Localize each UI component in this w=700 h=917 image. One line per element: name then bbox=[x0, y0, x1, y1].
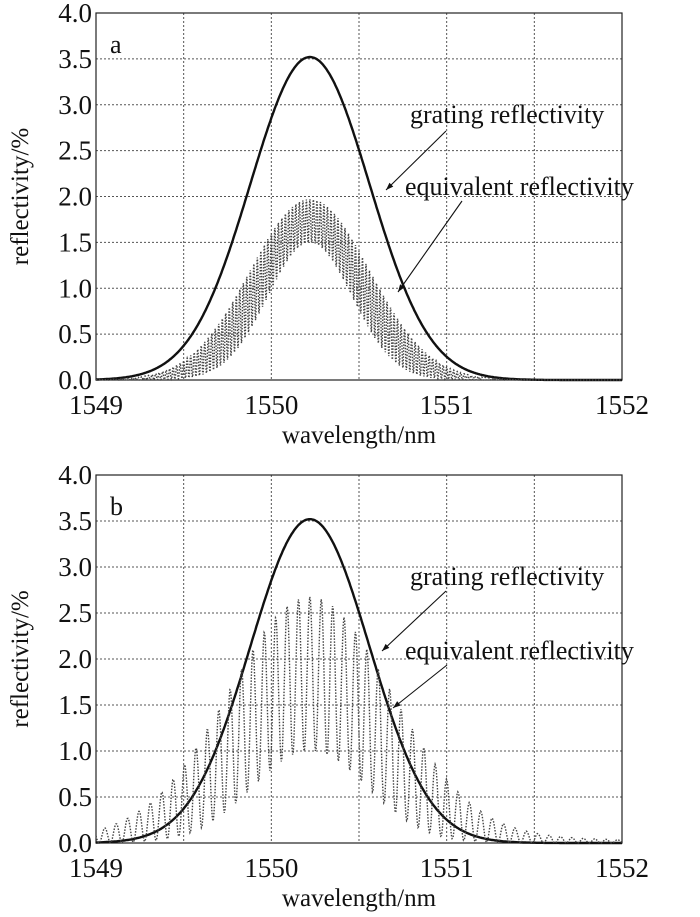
x-tick-label: 1552 bbox=[595, 853, 649, 883]
x-tick-label: 1551 bbox=[420, 853, 474, 883]
y-tick-label: 3.5 bbox=[58, 44, 92, 74]
y-tick-label: 1.5 bbox=[58, 690, 92, 720]
x-axis-label: wavelength/nm bbox=[282, 885, 437, 912]
y-tick-label: 1.0 bbox=[58, 273, 92, 303]
annotation-arrow bbox=[381, 590, 447, 652]
annotation-arrow bbox=[385, 130, 447, 191]
y-tick-label: 3.0 bbox=[58, 552, 92, 582]
x-tick-label: 1552 bbox=[595, 390, 649, 420]
arrowhead-icon bbox=[382, 643, 390, 651]
plot-frame bbox=[95, 474, 623, 844]
panel-a: 0.0 0.5 1.0 1.5 2.0 2.5 3.0 3.5 4.0 1549 1550 1551 1… bbox=[7, 0, 649, 449]
arrowhead-icon bbox=[398, 284, 405, 292]
y-tick-label: 4.0 bbox=[58, 0, 92, 28]
y-tick-label: 0.5 bbox=[58, 319, 92, 349]
annotation-equivalent: equivalent reflectivity bbox=[405, 636, 634, 665]
y-tick-label: 0.0 bbox=[58, 365, 92, 395]
x-tick-label: 1550 bbox=[244, 390, 298, 420]
y-axis-label: reflectivity/% bbox=[7, 128, 34, 265]
arrowhead-icon bbox=[386, 182, 394, 190]
x-axis-label: wavelength/nm bbox=[282, 422, 437, 449]
x-tick-label: 1550 bbox=[244, 853, 298, 883]
y-tick-label: 3.5 bbox=[58, 506, 92, 536]
y-tick-label: 2.5 bbox=[58, 136, 92, 166]
y-tick-label: 0.0 bbox=[58, 828, 92, 858]
series-equivalent-reflectivity bbox=[96, 199, 622, 382]
arrowhead-icon bbox=[393, 701, 401, 708]
x-tick-label: 1549 bbox=[69, 390, 123, 420]
panel-b: 0.0 0.5 1.0 1.5 2.0 2.5 3.0 3.5 4.0 1549 1550 1551 1… bbox=[7, 460, 649, 912]
panel-label: a bbox=[110, 30, 122, 59]
annotation-equivalent: equivalent reflectivity bbox=[405, 172, 634, 201]
annotation-grating: grating reflectivity bbox=[410, 100, 604, 129]
y-tick-label: 4.0 bbox=[58, 460, 92, 490]
x-tick-label: 1551 bbox=[420, 390, 474, 420]
panel-label: b bbox=[110, 492, 123, 521]
y-tick-label: 1.0 bbox=[58, 736, 92, 766]
y-tick-label: 1.5 bbox=[58, 227, 92, 257]
y-tick-label: 2.0 bbox=[58, 644, 92, 674]
y-tick-label: 2.5 bbox=[58, 598, 92, 628]
series-grating-reflectivity bbox=[96, 518, 622, 845]
plot-frame bbox=[95, 12, 623, 381]
y-tick-label: 3.0 bbox=[58, 90, 92, 120]
annotation-arrow bbox=[392, 664, 448, 709]
y-tick-label: 0.5 bbox=[58, 782, 92, 812]
x-tick-label: 1549 bbox=[69, 853, 123, 883]
annotation-grating: grating reflectivity bbox=[410, 562, 604, 591]
y-tick-label: 2.0 bbox=[58, 182, 92, 212]
series-grating-reflectivity bbox=[96, 55, 622, 382]
annotation-arrow bbox=[397, 200, 463, 293]
y-axis-label: reflectivity/% bbox=[7, 590, 34, 727]
